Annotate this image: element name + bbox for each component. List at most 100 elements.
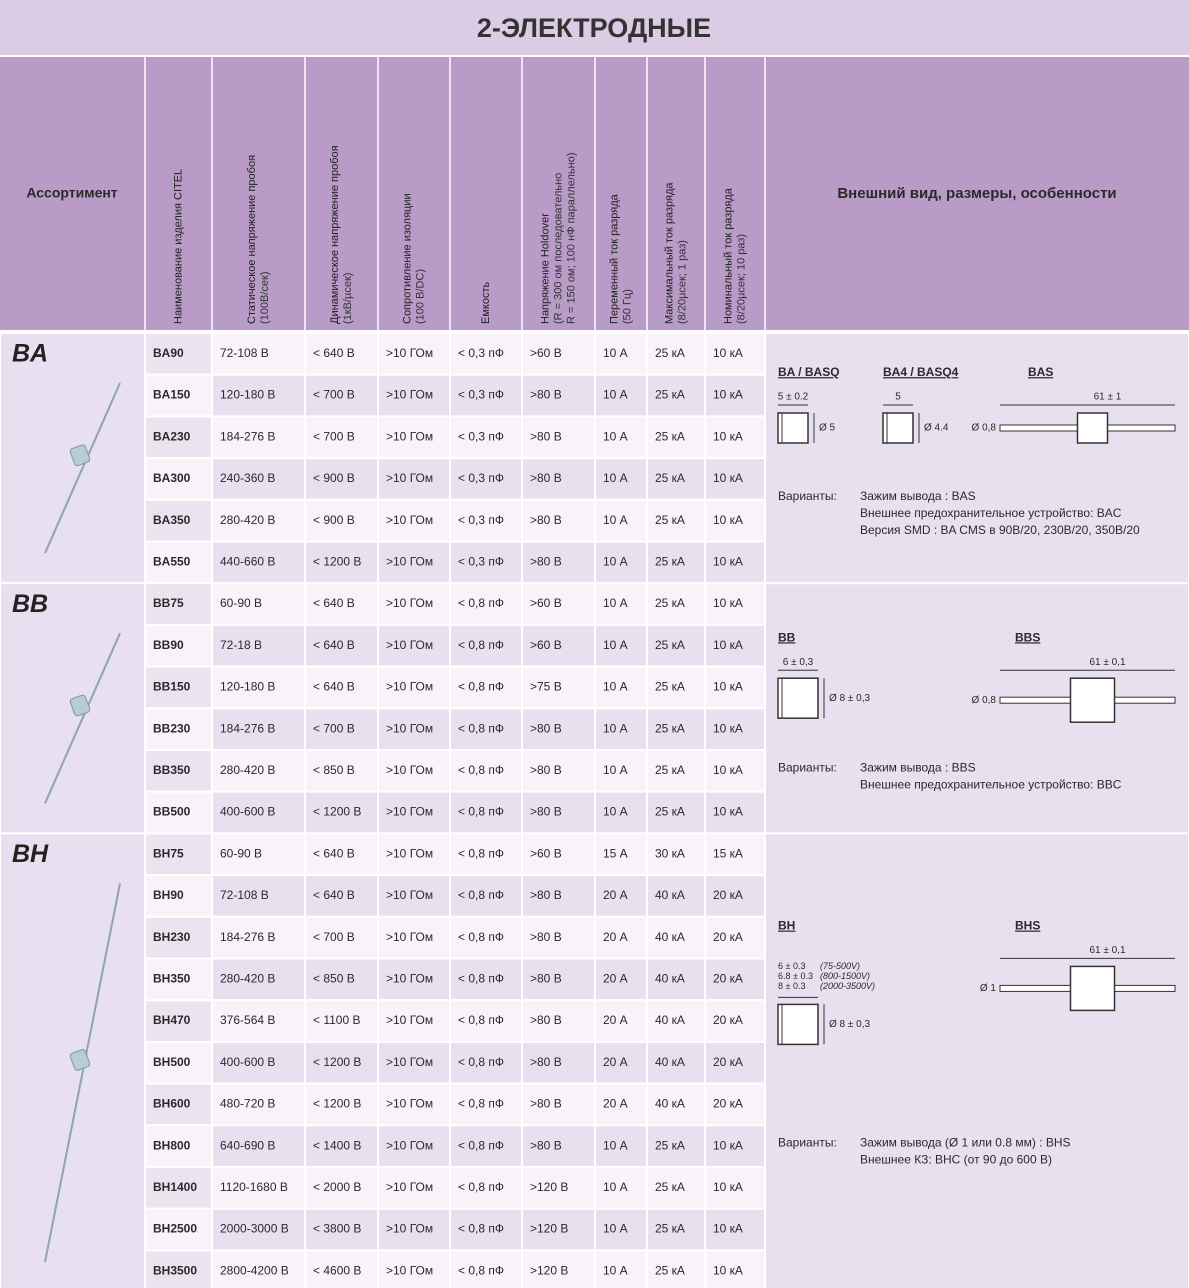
cell-value: 20 А	[603, 1097, 628, 1111]
cell-value: 25 кА	[655, 805, 685, 819]
cell-value: 10 кА	[713, 555, 743, 569]
cell	[646, 623, 706, 668]
cell-value: 440-660 В	[220, 555, 275, 569]
case-diameter: Ø 8 ± 0,3	[829, 693, 871, 704]
case-title: BH	[778, 919, 795, 933]
cell-value: < 0,8 пФ	[458, 1097, 504, 1111]
cell-value: >80 В	[530, 763, 562, 777]
cell	[521, 332, 596, 376]
cell	[144, 874, 213, 918]
cell-value: 184-276 В	[220, 721, 275, 735]
cell	[304, 1249, 379, 1288]
cell-value: >120 В	[530, 1263, 568, 1277]
cell-value: >10 ГОм	[386, 638, 433, 652]
cell	[521, 1249, 596, 1288]
cell-value: 10 кА	[713, 1138, 743, 1152]
cell-value: < 0,8 пФ	[458, 721, 504, 735]
cell-value: >80 В	[530, 1013, 562, 1027]
cell-value: >80 В	[530, 429, 562, 443]
cell	[646, 582, 706, 626]
header-label: (100В/сек)	[259, 271, 271, 324]
cell-value: 2000-3000 В	[220, 1222, 289, 1236]
cell-value: >10 ГОм	[386, 888, 433, 902]
cell-value: >80 В	[530, 513, 562, 527]
header-label: Сопротивление изоляции	[401, 193, 413, 324]
cell-value: < 640 В	[313, 638, 355, 652]
cell-value: 400-600 В	[220, 1055, 275, 1069]
header-label: Номинальный ток разряда	[722, 187, 734, 324]
cell	[144, 373, 213, 418]
axial-length: 61 ± 0,1	[1089, 657, 1126, 668]
cell-value: >10 ГОм	[386, 555, 433, 569]
axial-diameter: Ø 0,8	[972, 423, 997, 434]
cell	[144, 332, 213, 376]
cell	[594, 373, 648, 418]
case-diameter: Ø 5	[819, 423, 836, 434]
cell-value: 40 кА	[655, 930, 685, 944]
case-body	[777, 412, 809, 444]
cell-value: < 900 В	[313, 471, 355, 485]
cell	[704, 790, 766, 835]
axial-body	[1069, 965, 1116, 1012]
variant: Внешнее предохранительное устройство: BA…	[860, 506, 1122, 520]
cell-value: 640-690 В	[220, 1138, 275, 1152]
cell-value: < 0,8 пФ	[458, 1263, 504, 1277]
cell	[521, 832, 596, 877]
cell	[594, 498, 648, 543]
lead-wire	[44, 382, 121, 554]
product-name: BB90	[153, 638, 184, 652]
cell	[521, 540, 596, 585]
cell	[594, 1124, 648, 1169]
cell	[521, 623, 596, 668]
cell-value: >10 ГОм	[386, 346, 433, 360]
cell	[211, 415, 306, 460]
cell-value: 240-360 В	[220, 471, 275, 485]
product-name: BH90	[153, 888, 184, 902]
cell-value: 20 А	[603, 888, 628, 902]
cell-value: 400-600 В	[220, 805, 275, 819]
cell	[377, 957, 451, 1002]
cell	[304, 707, 379, 751]
cell	[449, 915, 523, 960]
cell	[704, 915, 766, 960]
cell-value: < 3800 В	[313, 1222, 361, 1236]
cell	[594, 623, 648, 668]
cell	[211, 623, 306, 668]
cell-value: 40 кА	[655, 1097, 685, 1111]
cell-value: 25 кА	[655, 388, 685, 402]
cell	[594, 832, 648, 877]
cell-value: 72-108 В	[220, 888, 269, 902]
cell	[704, 373, 766, 418]
title: 2-ЭЛЕКТРОДНЫЕ	[477, 13, 711, 43]
cell-value: 10 А	[603, 388, 628, 402]
cell	[304, 665, 379, 710]
cell-value: >60 В	[530, 846, 562, 860]
cell	[449, 1124, 523, 1169]
cell-value: < 0,8 пФ	[458, 1138, 504, 1152]
cell	[521, 749, 596, 793]
cell-value: 10 кА	[713, 471, 743, 485]
cell	[377, 832, 451, 877]
cell	[646, 540, 706, 585]
cell-value: 10 А	[603, 1222, 628, 1236]
cell-value: >80 В	[530, 1097, 562, 1111]
cell	[449, 373, 523, 418]
cell-value: 10 А	[603, 513, 628, 527]
cell-value: 20 кА	[713, 972, 743, 986]
cell-value: 20 кА	[713, 1055, 743, 1069]
cell	[211, 582, 306, 626]
product-name: BB75	[153, 596, 184, 610]
cell-value: < 850 В	[313, 763, 355, 777]
product-name: BA230	[153, 429, 191, 443]
component-body	[69, 444, 91, 467]
variant: Зажим вывода (Ø 1 или 0.8 мм) : BHS	[860, 1136, 1071, 1150]
cell	[646, 1207, 706, 1252]
cell	[211, 790, 306, 835]
product-name: BB150	[153, 680, 191, 694]
variant: Внешнее КЗ: BHC (от 90 до 600 В)	[860, 1153, 1052, 1167]
cell	[646, 1124, 706, 1169]
cell-value: >10 ГОм	[386, 1222, 433, 1236]
cell	[304, 415, 379, 460]
cell-value: 10 А	[603, 429, 628, 443]
header-label: (8/20µсек; 10 раз)	[735, 234, 747, 324]
